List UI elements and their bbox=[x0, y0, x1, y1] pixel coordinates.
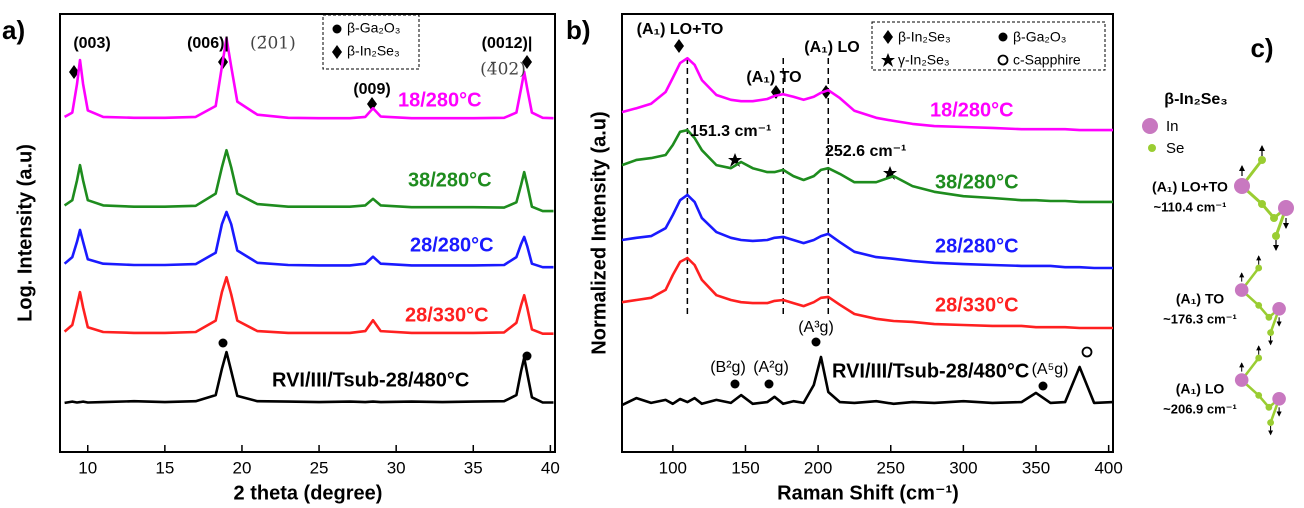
diagram-title: β-In₂Se₃ bbox=[1164, 91, 1227, 108]
series-label: 38/280°C bbox=[935, 171, 1019, 193]
series-line bbox=[621, 56, 1113, 132]
legend-label: β-In₂Se₃ bbox=[898, 29, 951, 45]
peak-symbol bbox=[674, 39, 684, 53]
series-line bbox=[63, 210, 554, 269]
vibration-mode bbox=[1235, 256, 1286, 344]
panel-label: a) bbox=[2, 15, 25, 45]
atom-legend-label: In bbox=[1166, 118, 1179, 135]
series-line bbox=[64, 350, 554, 405]
mode-value: ~176.3 cm⁻¹ bbox=[1163, 311, 1237, 326]
plot-frame bbox=[59, 13, 556, 453]
panel-label: c) bbox=[1250, 33, 1273, 63]
legend-box bbox=[322, 14, 420, 70]
mode-label: (A₁) LO bbox=[1176, 381, 1225, 397]
series-line bbox=[63, 148, 554, 213]
series-label: 28/280°C bbox=[410, 234, 494, 256]
series-line bbox=[63, 36, 554, 120]
legend-label: β-In₂Se₃ bbox=[347, 43, 400, 59]
series-line bbox=[63, 275, 554, 335]
vibration-mode bbox=[1234, 146, 1294, 250]
series-label: RVI/III/Tsub-28/480°C bbox=[832, 360, 1029, 382]
series-label: 28/280°C bbox=[935, 235, 1019, 257]
annotation: 151.3 cm⁻¹ bbox=[690, 123, 771, 140]
mode-label: (A₁) TO bbox=[1176, 291, 1224, 307]
atom-legend-label: Se bbox=[1166, 140, 1184, 157]
series-label: RVI/III/Tsub-28/480°C bbox=[272, 369, 469, 391]
annotation: 252.6 cm⁻¹ bbox=[825, 143, 906, 160]
series-label: 18/280°C bbox=[930, 99, 1014, 121]
mode-label: (A₁) LO+TO bbox=[1152, 179, 1228, 195]
mode-value: ~206.9 cm⁻¹ bbox=[1163, 401, 1237, 416]
y-axis-label: Log. Intensity (a.u) bbox=[14, 144, 36, 322]
annotation: (A₁) LO bbox=[804, 39, 860, 56]
legend-label: β-Ga₂O₃ bbox=[347, 20, 400, 36]
x-axis-label: Raman Shift (cm⁻¹) bbox=[777, 482, 959, 504]
atom-legend bbox=[1142, 118, 1158, 134]
annotation: (B²g) bbox=[710, 359, 746, 376]
x-tick-label: 400 bbox=[1094, 458, 1122, 477]
x-tick-label: 150 bbox=[731, 458, 759, 477]
mode-value: ~110.4 cm⁻¹ bbox=[1154, 199, 1227, 214]
peak-symbol bbox=[1038, 381, 1048, 391]
annotation: (A₁) TO bbox=[746, 69, 801, 86]
peak-symbol bbox=[218, 338, 228, 348]
x-tick-label: 35 bbox=[464, 458, 483, 477]
peak-symbol bbox=[764, 379, 774, 389]
x-tick-label: 30 bbox=[387, 458, 406, 477]
legend-box bbox=[871, 21, 1106, 71]
annotation: (4̄02) bbox=[480, 60, 526, 80]
series-label: 38/280°C bbox=[408, 169, 492, 191]
legend-symbol bbox=[998, 32, 1008, 42]
x-tick-label: 100 bbox=[659, 458, 687, 477]
x-tick-label: 15 bbox=[155, 458, 174, 477]
series-line bbox=[621, 256, 1113, 330]
legend-label: c-Sapphire bbox=[1013, 52, 1081, 68]
annotation: (A⁵g) bbox=[1032, 361, 1069, 378]
legend-symbol bbox=[332, 24, 342, 34]
plot-frame bbox=[621, 13, 1114, 453]
x-tick-label: 200 bbox=[804, 458, 832, 477]
series-label: 28/330°C bbox=[405, 304, 489, 326]
x-tick-label: 20 bbox=[233, 458, 252, 477]
annotation: (A³g) bbox=[798, 319, 834, 336]
x-tick-label: 250 bbox=[877, 458, 905, 477]
legend-label: γ-In₂Se₃ bbox=[898, 52, 950, 68]
series-label: 28/330°C bbox=[935, 294, 1019, 316]
vibration-mode bbox=[1235, 346, 1286, 434]
annotation: (2̄01) bbox=[250, 34, 296, 54]
series-line bbox=[621, 355, 1114, 407]
annotation: (009) bbox=[353, 81, 390, 98]
annotation: (0012)| bbox=[482, 35, 533, 52]
x-tick-label: 350 bbox=[1022, 458, 1050, 477]
peak-symbol bbox=[1081, 346, 1093, 358]
x-tick-label: 40 bbox=[541, 458, 560, 477]
peak-symbol bbox=[730, 379, 740, 389]
y-axis-label: Normalized Intensity (a.u) bbox=[588, 111, 610, 354]
x-tick-label: 300 bbox=[949, 458, 977, 477]
panel-label: b) bbox=[566, 15, 591, 45]
x-tick-label: 10 bbox=[78, 458, 97, 477]
legend-label: β-Ga₂O₃ bbox=[1013, 29, 1066, 45]
series-line bbox=[621, 128, 1113, 204]
series-line bbox=[621, 193, 1113, 270]
annotation: (A²g) bbox=[753, 359, 789, 376]
atom-legend bbox=[1148, 144, 1156, 152]
annotation: (003) bbox=[73, 35, 110, 52]
x-tick-label: 25 bbox=[310, 458, 329, 477]
annotation: (A₁) LO+TO bbox=[637, 21, 724, 38]
annotation: (006)| bbox=[187, 35, 229, 52]
peak-symbol bbox=[811, 337, 821, 347]
series-label: 18/280°C bbox=[398, 89, 482, 111]
x-axis-label: 2 theta (degree) bbox=[234, 482, 383, 504]
